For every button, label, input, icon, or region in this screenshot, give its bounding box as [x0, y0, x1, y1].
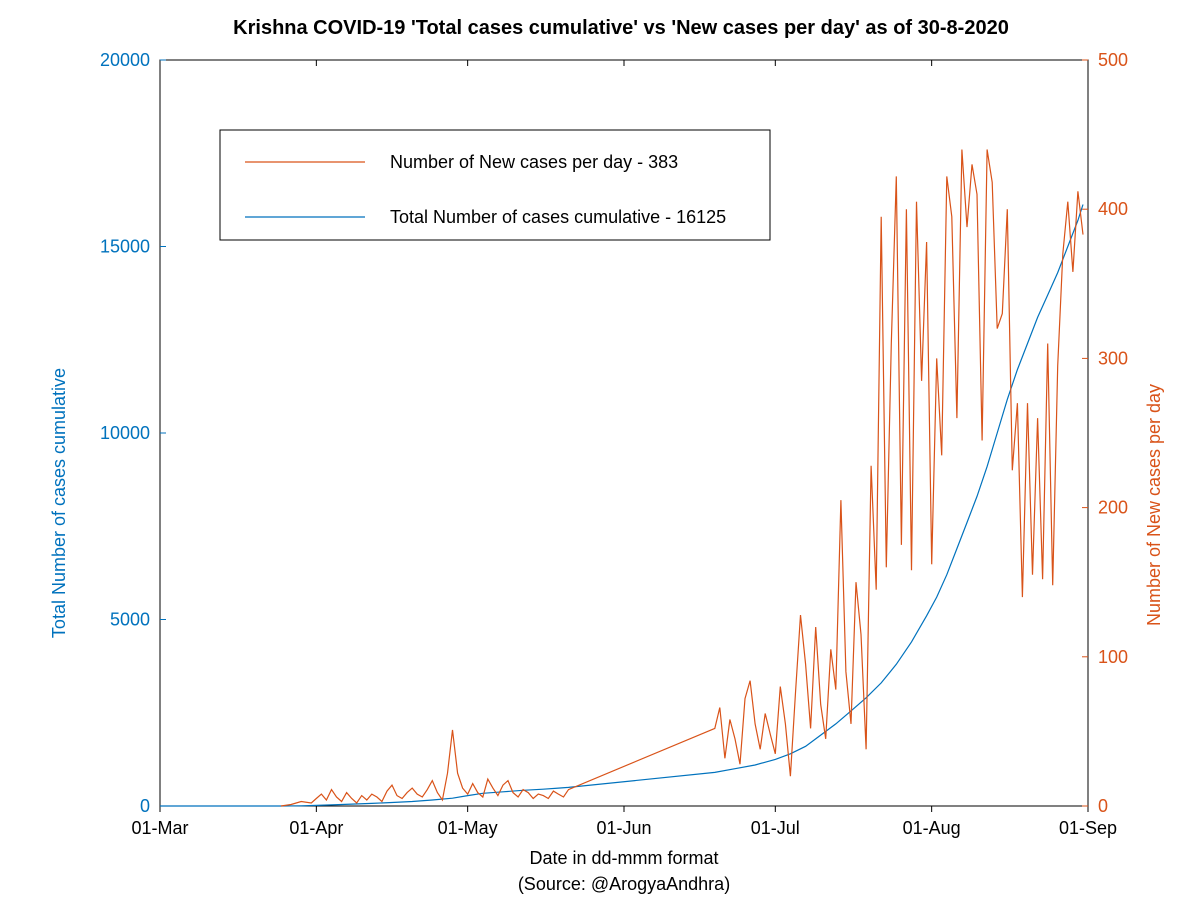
legend-item-label: Number of New cases per day - 383 — [390, 152, 678, 172]
x-tick-label: 01-Sep — [1059, 818, 1117, 838]
y-right-axis-label: Number of New cases per day — [1144, 384, 1164, 626]
y-left-tick-label: 20000 — [100, 50, 150, 70]
chart-svg: Krishna COVID-19 'Total cases cumulative… — [0, 0, 1200, 900]
y-left-tick-label: 5000 — [110, 610, 150, 630]
x-tick-label: 01-Jun — [596, 818, 651, 838]
y-right-tick-label: 400 — [1098, 199, 1128, 219]
chart-title: Krishna COVID-19 'Total cases cumulative… — [233, 17, 1009, 39]
x-tick-label: 01-Jul — [751, 818, 800, 838]
x-tick-label: 01-Mar — [131, 818, 188, 838]
y-left-tick-label: 15000 — [100, 237, 150, 257]
x-axis-label: Date in dd-mmm format — [529, 848, 718, 868]
y-right-tick-label: 300 — [1098, 348, 1128, 368]
source-label: (Source: @ArogyaAndhra) — [518, 874, 730, 894]
chart-container: Krishna COVID-19 'Total cases cumulative… — [0, 0, 1200, 900]
y-right-tick-label: 100 — [1098, 647, 1128, 667]
x-tick-label: 01-Aug — [903, 818, 961, 838]
y-right-tick-label: 0 — [1098, 796, 1108, 816]
x-tick-label: 01-Apr — [289, 818, 343, 838]
y-right-tick-label: 200 — [1098, 498, 1128, 518]
x-tick-label: 01-May — [438, 818, 498, 838]
y-right-tick-label: 500 — [1098, 50, 1128, 70]
y-left-axis-label: Total Number of cases cumulative — [49, 368, 69, 638]
y-left-tick-label: 10000 — [100, 423, 150, 443]
legend-item-label: Total Number of cases cumulative - 16125 — [390, 207, 726, 227]
y-left-tick-label: 0 — [140, 796, 150, 816]
chart-background — [0, 0, 1200, 900]
